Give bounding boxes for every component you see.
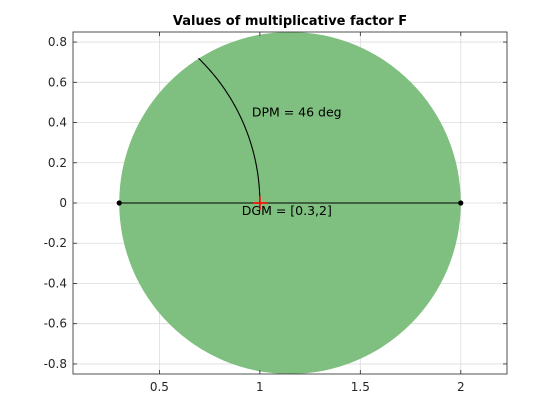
gain-margin-label: DGM = [0.3,2] [242,203,332,218]
annotations: DPM = 46 deg DGM = [0.3,2] [242,104,342,218]
y-tick-label: -0.2 [44,236,67,250]
phase-margin-arc [198,57,261,204]
x-tick-label: 0.5 [150,380,169,394]
x-tick-label: 2 [457,380,465,394]
x-tick-label: 1 [256,380,264,394]
y-tick-label: 0.2 [48,156,67,170]
axis-ticks: 0.5 1 1.5 2 -0.8 -0.6 -0.4 -0.2 0 0.2 0.4 0.6 0.8 [44,32,507,394]
y-tick-label: 0.4 [48,116,67,130]
y-tick-label: 0.8 [48,35,67,49]
y-tick-label: -0.4 [44,276,67,290]
phase-margin-label: DPM = 46 deg [252,104,342,119]
x-tick-label: 1.5 [351,380,370,394]
chart-title: Values of multiplicative factor F [173,14,407,29]
y-tick-label: -0.6 [44,317,67,331]
plot-area [116,32,464,374]
y-tick-label: 0 [59,196,67,210]
gain-margin-upper-point [458,200,464,206]
y-tick-label: -0.8 [44,357,67,371]
y-tick-label: 0.6 [48,75,67,89]
gain-margin-lower-point [116,200,122,206]
